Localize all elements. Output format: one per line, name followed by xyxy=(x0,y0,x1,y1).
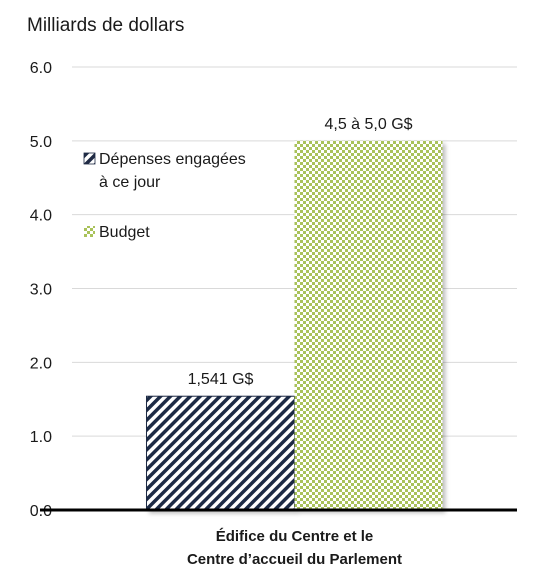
category-labels: Édifice du Centre et le Centre d’accueil … xyxy=(187,528,402,568)
data-label: 4,5 à 5,0 G$ xyxy=(324,116,412,133)
legend-swatch xyxy=(83,152,96,165)
bar-budget xyxy=(294,140,443,511)
y-tick-label: 1.0 xyxy=(30,429,52,446)
legend-entry: Budget xyxy=(99,224,150,241)
y-tick-labels: 0.01.02.03.04.05.06.0 xyxy=(30,60,52,520)
legend-entry: Dépenses engagées xyxy=(99,151,246,168)
bar-depenses xyxy=(146,395,295,511)
data-label: 1,541 G$ xyxy=(188,371,254,388)
data-labels: 1,541 G$ 4,5 à 5,0 G$ xyxy=(188,116,413,388)
y-axis-label: Milliards de dollars xyxy=(27,15,184,36)
y-tick-label: 4.0 xyxy=(30,208,52,225)
y-tick-label: 5.0 xyxy=(30,134,52,151)
legend-swatch xyxy=(84,226,95,237)
y-tick-label: 2.0 xyxy=(30,355,52,372)
category-label-line: Édifice du Centre et le xyxy=(216,528,374,545)
y-tick-label: 6.0 xyxy=(30,60,52,77)
y-tick-label: 3.0 xyxy=(30,282,52,299)
bars xyxy=(146,140,443,511)
category-label-line: Centre d’accueil du Parlement xyxy=(187,551,402,568)
legend: Dépenses engagées à ce jour Budget xyxy=(83,151,246,241)
legend-entry: à ce jour xyxy=(99,174,161,191)
